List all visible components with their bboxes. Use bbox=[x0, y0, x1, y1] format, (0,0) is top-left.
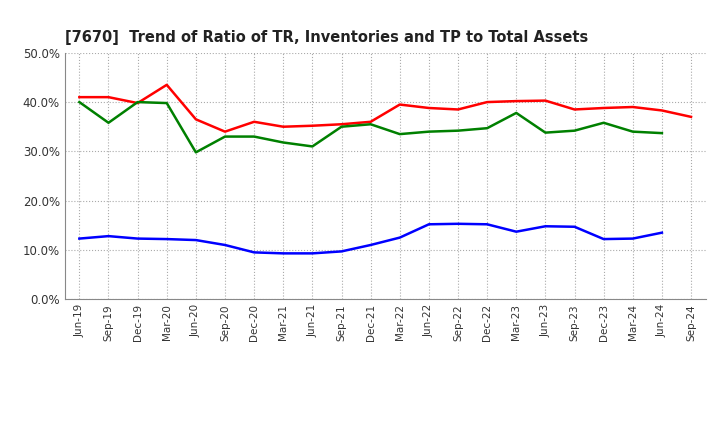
Trade Payables bbox=[220, 134, 229, 139]
Trade Payables bbox=[133, 99, 142, 105]
Trade Receivables bbox=[425, 105, 433, 110]
Line: Trade Payables: Trade Payables bbox=[79, 102, 662, 152]
Trade Receivables bbox=[337, 121, 346, 127]
Inventories bbox=[220, 242, 229, 248]
Trade Receivables bbox=[366, 119, 375, 125]
Trade Payables bbox=[250, 134, 258, 139]
Inventories bbox=[657, 230, 666, 235]
Trade Payables bbox=[570, 128, 579, 133]
Inventories bbox=[629, 236, 637, 241]
Inventories bbox=[250, 250, 258, 255]
Trade Payables bbox=[425, 129, 433, 134]
Line: Inventories: Inventories bbox=[79, 224, 662, 253]
Trade Receivables bbox=[483, 99, 492, 105]
Trade Receivables bbox=[163, 82, 171, 88]
Trade Receivables bbox=[308, 123, 317, 128]
Trade Payables bbox=[541, 130, 550, 135]
Trade Receivables bbox=[395, 102, 404, 107]
Trade Payables bbox=[279, 140, 287, 145]
Trade Payables bbox=[599, 120, 608, 125]
Inventories bbox=[570, 224, 579, 229]
Inventories bbox=[366, 242, 375, 248]
Trade Payables bbox=[395, 132, 404, 137]
Text: [7670]  Trend of Ratio of TR, Inventories and TP to Total Assets: [7670] Trend of Ratio of TR, Inventories… bbox=[65, 29, 588, 45]
Inventories bbox=[483, 222, 492, 227]
Inventories bbox=[308, 251, 317, 256]
Trade Payables bbox=[75, 99, 84, 105]
Inventories bbox=[541, 224, 550, 229]
Trade Receivables bbox=[75, 95, 84, 100]
Inventories bbox=[279, 251, 287, 256]
Trade Payables bbox=[657, 131, 666, 136]
Inventories bbox=[163, 236, 171, 242]
Trade Receivables bbox=[454, 107, 462, 112]
Trade Receivables bbox=[250, 119, 258, 125]
Inventories bbox=[395, 235, 404, 240]
Trade Payables bbox=[483, 125, 492, 131]
Inventories bbox=[425, 222, 433, 227]
Trade Receivables bbox=[133, 100, 142, 106]
Trade Receivables bbox=[279, 124, 287, 129]
Inventories bbox=[454, 221, 462, 227]
Trade Payables bbox=[308, 144, 317, 149]
Trade Payables bbox=[629, 129, 637, 134]
Trade Receivables bbox=[104, 95, 113, 100]
Trade Receivables bbox=[687, 114, 696, 120]
Trade Receivables bbox=[657, 108, 666, 113]
Trade Receivables bbox=[192, 117, 200, 122]
Trade Payables bbox=[454, 128, 462, 133]
Inventories bbox=[599, 236, 608, 242]
Trade Payables bbox=[192, 150, 200, 155]
Trade Payables bbox=[163, 100, 171, 106]
Inventories bbox=[192, 238, 200, 243]
Trade Receivables bbox=[220, 129, 229, 134]
Trade Receivables bbox=[599, 105, 608, 110]
Inventories bbox=[337, 249, 346, 254]
Inventories bbox=[75, 236, 84, 241]
Trade Receivables bbox=[570, 107, 579, 112]
Trade Payables bbox=[104, 120, 113, 125]
Trade Payables bbox=[337, 124, 346, 129]
Inventories bbox=[104, 234, 113, 239]
Trade Receivables bbox=[541, 98, 550, 103]
Inventories bbox=[133, 236, 142, 241]
Inventories bbox=[512, 229, 521, 235]
Line: Trade Receivables: Trade Receivables bbox=[79, 85, 691, 132]
Trade Payables bbox=[366, 121, 375, 127]
Trade Receivables bbox=[512, 99, 521, 104]
Trade Payables bbox=[512, 110, 521, 116]
Trade Receivables bbox=[629, 104, 637, 110]
